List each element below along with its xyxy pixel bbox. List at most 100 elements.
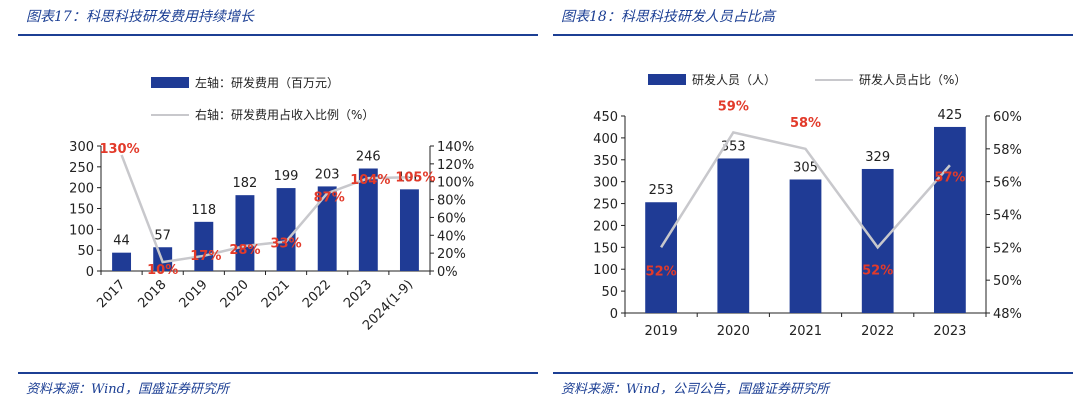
figure-title: 图表18：科思科技研发人员占比高 [561,9,775,25]
title-divider [18,34,538,36]
x-axis-category-label: 2022 [861,324,894,339]
right-axis-tick-label: 20% [437,247,466,262]
left-axis-tick-label: 100 [593,263,618,278]
legend-swatch-bar [648,74,686,85]
right-axis-tick-label: 40% [437,229,466,244]
ratio-value-label: 87% [314,190,345,205]
legend-label-line: 右轴：研发费用占收入比例（%） [195,107,374,122]
left-axis-tick-label: 150 [593,241,618,256]
bar-value-label: 253 [649,183,674,198]
left-axis-tick-label: 300 [593,176,618,191]
x-axis-category-label: 2023 [341,277,375,311]
ratio-value-label: 58% [790,116,821,131]
left-axis-tick-label: 450 [593,110,618,125]
ratio-value-label: 57% [934,170,965,185]
source-divider [553,372,1073,374]
right-axis-tick-label: 60% [437,211,466,226]
right-axis-tick-label: 120% [437,158,474,173]
x-axis-category-label: 2023 [933,324,966,339]
legend-label-bar: 左轴：研发费用（百万元） [195,75,339,90]
rd-staff-chart: 研发人员（人） 研发人员占比（%） 0 50 100 150 200 250 300 350 400… [593,72,1022,339]
bar-value-label: 425 [937,108,962,123]
bar [789,179,822,313]
right-axis-tick-label: 52% [993,241,1022,256]
bar [276,188,296,271]
left-axis-tick-label: 350 [593,154,618,169]
ratio-line [660,131,951,250]
left-axis-tick-label: 0 [86,265,94,280]
right-axis-tick-label: 80% [437,194,466,209]
left-axis-tick-label: 0 [610,307,618,322]
right-axis-tick-label: 140% [437,140,474,155]
right-axis-tick-label: 56% [993,176,1022,191]
bar [861,168,894,313]
legend-swatch-bar [151,77,189,88]
figure-17-panel: 图表17：科思科技研发费用持续增长 左轴：研发费用（百万元） 右轴：研发费用占收入… [18,0,538,408]
bar-value-label: 44 [113,234,130,249]
left-axis-tick-label: 150 [69,203,94,218]
bar-value-label: 199 [274,169,299,184]
x-axis-category-label: 2018 [136,277,170,311]
figure-source: 资料来源：Wind，公司公告，国盛证券研究所 [561,382,829,397]
ratio-value-label: 52% [862,263,893,278]
legend-label-line: 研发人员占比（%） [859,72,966,87]
left-axis-tick-label: 200 [593,219,618,234]
x-axis-category-label: 2021 [789,324,822,339]
ratio-value-label: 28% [229,243,260,258]
ratio-value-label: 104% [350,173,390,188]
x-axis-category-label: 2020 [218,277,252,311]
left-axis-tick-label: 50 [601,285,618,300]
left-axis-tick-label: 50 [77,244,94,259]
bar [194,221,214,271]
bar [934,126,966,313]
title-divider [553,34,1073,36]
right-axis-tick-label: 54% [993,209,1022,224]
bar [317,186,337,271]
ratio-value-label: 105% [395,170,435,185]
rd-expense-chart: 左轴：研发费用（百万元） 右轴：研发费用占收入比例（%） 0 50 100 150 200 2… [69,75,474,333]
left-axis-tick-label: 250 [593,198,618,213]
ratio-value-label: 17% [190,249,221,264]
bar-value-label: 246 [356,150,381,165]
right-axis-tick-label: 48% [993,307,1022,322]
bar-value-label: 57 [154,228,171,243]
x-axis-category-label: 2022 [300,277,334,311]
ratio-value-label: 10% [147,263,178,278]
x-axis-category-label: 2019 [645,324,678,339]
bar-value-label: 118 [191,203,216,218]
left-axis-tick-label: 400 [593,132,618,147]
bar-value-label: 182 [233,176,258,191]
figure-source: 资料来源：Wind，国盛证券研究所 [26,382,229,397]
bar-value-label: 203 [315,167,340,182]
left-axis-tick-label: 200 [69,182,94,197]
bar-value-label: 329 [865,150,890,165]
source-divider [18,372,538,374]
bar [645,202,677,313]
x-axis-category-label: 2021 [259,277,293,311]
right-axis-tick-label: 0% [437,265,458,280]
ratio-value-label: 59% [718,99,749,114]
bar [112,252,132,271]
bar [235,195,255,271]
left-axis-tick-label: 100 [69,223,94,238]
bar [399,189,419,271]
ratio-line [120,154,410,264]
right-axis-tick-label: 60% [993,110,1022,125]
x-axis-category-label: 2017 [94,277,128,311]
x-axis-category-label: 2019 [177,277,211,311]
ratio-value-label: 33% [271,237,302,252]
ratio-value-label: 130% [99,142,139,157]
left-axis-tick-label: 300 [69,140,94,155]
figure-title: 图表17：科思科技研发费用持续增长 [26,9,254,25]
figure-18-panel: 图表18：科思科技研发人员占比高 研发人员（人） 研发人员占比（%） 0 50 100 1… [553,0,1073,408]
ratio-value-label: 52% [646,264,677,279]
legend-label-bar: 研发人员（人） [692,72,776,87]
x-axis-category-label: 2020 [717,324,750,339]
right-axis-tick-label: 58% [993,143,1022,158]
right-axis-tick-label: 100% [437,176,474,191]
bar-value-label: 305 [793,160,818,175]
bar [717,158,750,313]
right-axis-tick-label: 50% [993,274,1022,289]
left-axis-tick-label: 250 [69,161,94,176]
bar [358,168,378,271]
